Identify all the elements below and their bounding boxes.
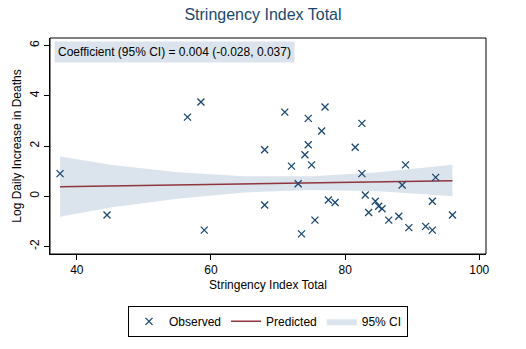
svg-text:100: 100 bbox=[469, 263, 489, 277]
svg-text:-2: -2 bbox=[28, 239, 42, 250]
svg-text:Stringency Index Total: Stringency Index Total bbox=[209, 278, 327, 292]
svg-text:Observed: Observed bbox=[169, 315, 221, 329]
svg-text:80: 80 bbox=[338, 263, 352, 277]
svg-text:2: 2 bbox=[28, 141, 42, 148]
svg-text:4: 4 bbox=[28, 90, 42, 97]
svg-text:95% CI: 95% CI bbox=[362, 315, 401, 329]
svg-text:0: 0 bbox=[28, 191, 42, 198]
svg-text:6: 6 bbox=[28, 40, 42, 47]
svg-text:40: 40 bbox=[70, 263, 84, 277]
svg-text:60: 60 bbox=[204, 263, 218, 277]
svg-text:Log Daily Increase in Deaths: Log Daily Increase in Deaths bbox=[10, 69, 24, 222]
svg-text:Coefficient (95% CI) = 0.004 (: Coefficient (95% CI) = 0.004 (-0.028, 0.… bbox=[58, 45, 291, 59]
svg-text:Predicted: Predicted bbox=[266, 315, 317, 329]
svg-text:Stringency Index Total: Stringency Index Total bbox=[184, 6, 341, 23]
